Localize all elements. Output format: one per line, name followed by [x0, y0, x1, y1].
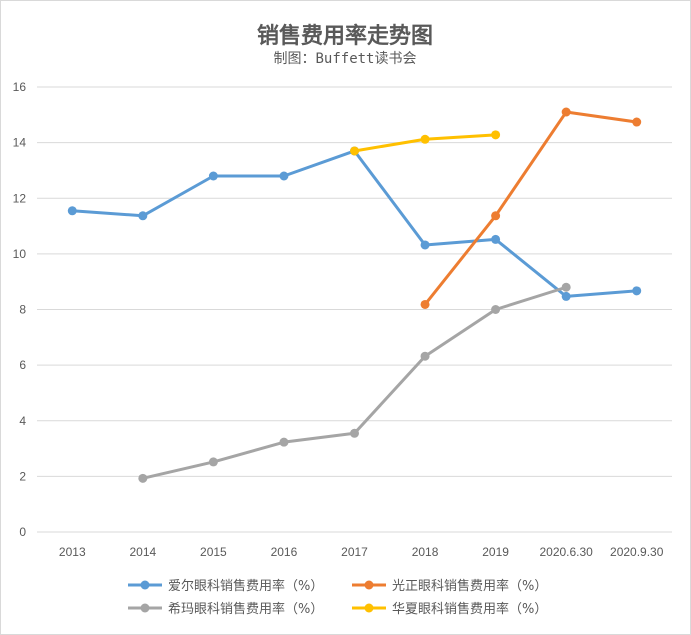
- y-tick-label: 14: [13, 136, 27, 150]
- legend-label: 光正眼科销售费用率（%）: [392, 578, 547, 594]
- y-tick-label: 4: [19, 414, 26, 428]
- series-line: [70, 149, 639, 298]
- data-point: [208, 457, 218, 467]
- x-tick-label: 2015: [200, 545, 227, 559]
- legend-label: 希玛眼科销售费用率（%）: [168, 601, 323, 617]
- legend-swatch-marker: [140, 603, 150, 613]
- x-tick-label: 2013: [59, 545, 86, 559]
- x-tick-label: 2018: [412, 545, 439, 559]
- data-point: [420, 299, 430, 309]
- data-point: [350, 146, 359, 156]
- legend-item: 爱尔眼科销售费用率（%）: [128, 578, 323, 594]
- chart-subtitle: 制图：Buffett读书会: [273, 50, 416, 67]
- legend-item: 光正眼科销售费用率（%）: [352, 578, 547, 594]
- legend-swatch-marker: [364, 603, 374, 613]
- x-tick-label: 2019: [482, 545, 509, 559]
- y-tick-label: 0: [19, 525, 26, 539]
- x-tick-label: 2020.9.30: [610, 545, 664, 559]
- legend-label: 爱尔眼科销售费用率（%）: [168, 578, 323, 594]
- data-point: [279, 171, 289, 181]
- x-tick-label: 2014: [129, 545, 156, 559]
- y-tick-label: 6: [19, 358, 26, 372]
- legend-item: 华夏眼科销售费用率（%）: [352, 601, 547, 617]
- y-tick-label: 2: [19, 469, 26, 483]
- chart-title: 销售费用率走势图: [257, 23, 433, 49]
- data-point: [491, 305, 501, 314]
- data-point: [420, 240, 430, 250]
- series-lines: [67, 107, 642, 483]
- legend-item: 希玛眼科销售费用率（%）: [128, 601, 323, 617]
- series-line: [141, 285, 568, 480]
- x-axis-ticks: 2013 2014 2015 2016 2017 2018 2019 2020.6.30 202…: [59, 545, 664, 559]
- y-axis-ticks: 0 2 4 6 8 10 12 14 16: [13, 80, 27, 539]
- data-point: [138, 211, 148, 221]
- data-point: [561, 107, 571, 117]
- y-tick-label: 12: [13, 191, 27, 205]
- x-tick-label: 2016: [271, 545, 298, 559]
- series-line: [423, 110, 639, 306]
- data-point: [491, 234, 501, 244]
- series-4: [350, 130, 501, 156]
- legend: 爱尔眼科销售费用率（%） 光正眼科销售费用率（%） 希玛眼科销售费用率（%） 华夏眼科…: [128, 578, 547, 617]
- series-1: [67, 146, 642, 301]
- legend-swatch-marker: [364, 580, 374, 590]
- series-2: [420, 107, 642, 309]
- series-3: [138, 282, 571, 483]
- y-tick-label: 16: [13, 80, 27, 94]
- data-point: [420, 351, 430, 361]
- data-point: [632, 117, 642, 127]
- data-point: [491, 130, 501, 140]
- y-tick-label: 8: [19, 303, 26, 317]
- data-point: [67, 206, 77, 216]
- data-point: [420, 134, 430, 144]
- data-point: [138, 473, 148, 483]
- data-point: [279, 437, 289, 447]
- legend-label: 华夏眼科销售费用率（%）: [392, 601, 547, 617]
- data-point: [561, 282, 571, 292]
- data-point: [208, 171, 218, 181]
- data-point: [491, 211, 501, 221]
- x-tick-label: 2017: [341, 545, 368, 559]
- data-point: [632, 286, 642, 296]
- legend-swatch-marker: [140, 580, 150, 590]
- x-tick-label: 2020.6.30: [539, 545, 593, 559]
- data-point: [561, 291, 571, 301]
- y-tick-label: 10: [13, 247, 27, 261]
- data-point: [350, 428, 359, 438]
